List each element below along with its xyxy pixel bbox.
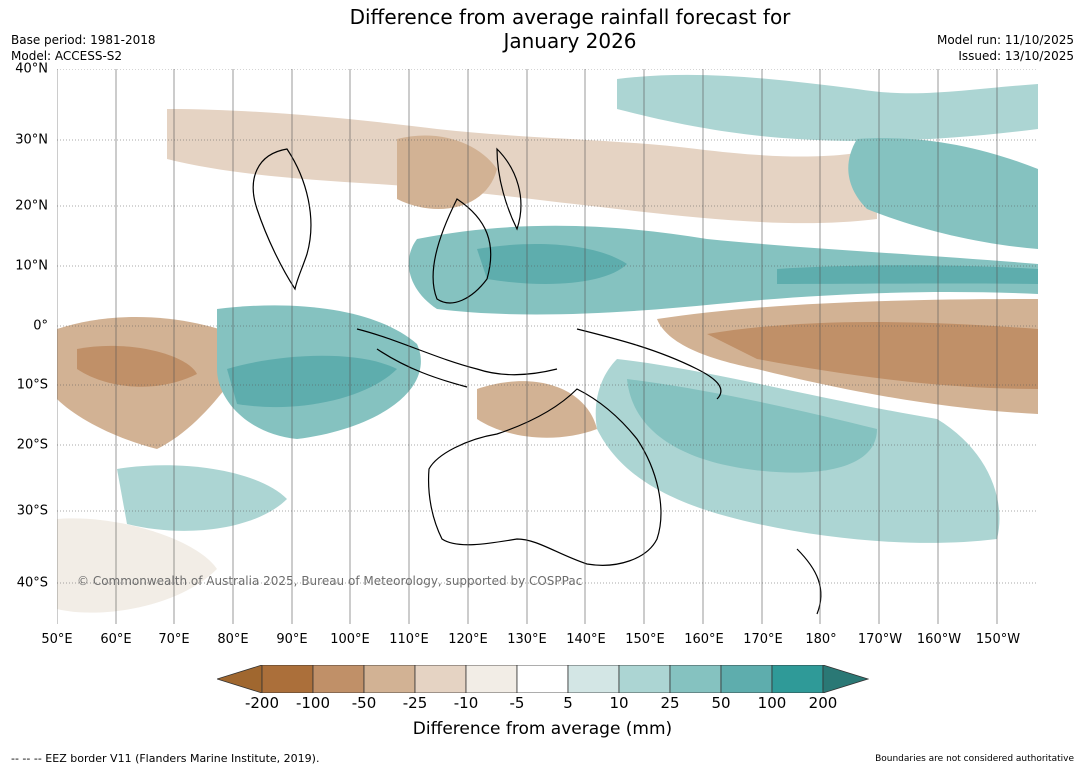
colorbar-tick: 10	[609, 694, 629, 712]
lat-label: 20°S	[16, 437, 48, 453]
base-period-text: Base period: 1981-2018	[11, 33, 156, 47]
anomaly-region	[617, 74, 1038, 141]
lat-label: 30°S	[16, 503, 48, 519]
colorbar-bin	[618, 665, 671, 693]
colorbar-tick: 5	[563, 694, 573, 712]
colorbar-label: Difference from average (mm)	[412, 719, 673, 739]
lon-label: 110°E	[389, 632, 429, 647]
colorbar-bin	[516, 665, 569, 693]
colorbar-tick: 100	[757, 694, 787, 712]
china-coastline	[496, 147, 522, 231]
colorbar-tick: -5	[509, 694, 525, 712]
colorbar-bin	[414, 665, 467, 693]
lon-label: 180°	[805, 632, 837, 647]
colorbar-tick: 50	[711, 694, 731, 712]
meta-right: Model run: 11/10/2025 Issued: 13/10/2025	[937, 32, 1074, 64]
lon-label: 170°W	[857, 632, 903, 647]
colorbar-bins	[261, 665, 824, 693]
lon-label: 70°E	[158, 632, 190, 647]
indochina-coastline	[432, 198, 492, 304]
anomaly-region	[477, 381, 597, 438]
lat-label: 30°N	[15, 132, 48, 148]
anomaly-region	[777, 265, 1038, 284]
graticule-meridians	[57, 69, 998, 624]
anomaly-region	[477, 244, 627, 284]
colorbar-bin	[669, 665, 722, 693]
colorbar-high-extend	[822, 665, 869, 693]
lat-label: 10°N	[15, 258, 48, 274]
anomaly-region	[627, 379, 877, 473]
issued-text: Issued: 13/10/2025	[958, 49, 1074, 63]
copyright-text: © Commonwealth of Australia 2025, Bureau…	[77, 574, 583, 588]
eez-border-note: -- -- -- EEZ border V11 (Flanders Marine…	[11, 752, 320, 765]
new-zealand-coastline	[796, 548, 822, 615]
anomaly-region	[57, 518, 217, 613]
model-run-text: Model run: 11/10/2025	[936, 33, 1074, 47]
anomaly-region	[227, 355, 397, 408]
lon-label: 130°E	[507, 632, 547, 647]
lat-label: 40°N	[15, 61, 48, 77]
colorbar-tick: -100	[295, 694, 331, 712]
anomaly-region	[167, 109, 877, 224]
colorbar-low-extend	[217, 665, 263, 693]
lon-label: 150°W	[975, 632, 1021, 647]
colorbar-tick: -50	[351, 694, 377, 712]
lat-label: 20°N	[15, 198, 48, 214]
lon-label: 170°E	[743, 632, 783, 647]
title-line-2: January 2026	[503, 29, 637, 53]
colorbar-bin	[465, 665, 518, 693]
colorbar	[217, 665, 869, 693]
lon-label: 120°E	[448, 632, 488, 647]
indonesia-coastline	[356, 328, 558, 388]
colorbar-tick: 25	[660, 694, 680, 712]
new-guinea-coastline	[576, 328, 722, 400]
model-text: Model: ACCESS-S2	[11, 49, 123, 63]
colorbar-tick: -10	[453, 694, 479, 712]
title-line-1: Difference from average rainfall forecas…	[349, 5, 791, 29]
australia-coastline	[427, 388, 662, 566]
anomaly-field	[57, 74, 1038, 613]
lon-label: 100°E	[330, 632, 370, 647]
anomaly-region	[707, 322, 1038, 389]
anomaly-region	[848, 138, 1038, 249]
lon-label: 160°E	[684, 632, 724, 647]
boundaries-disclaimer: Boundaries are not considered authoritat…	[875, 754, 1074, 764]
anomaly-region	[397, 135, 497, 209]
lon-label: 140°E	[566, 632, 606, 647]
colorbar-bin	[567, 665, 620, 693]
colorbar-bin	[261, 665, 314, 693]
lat-label: 10°S	[16, 377, 48, 393]
lat-label: 0°	[33, 318, 48, 334]
colorbar-tick: 200	[808, 694, 838, 712]
anomaly-region	[77, 345, 197, 387]
lon-label: 80°E	[217, 632, 249, 647]
lat-label: 40°S	[16, 575, 48, 591]
lon-label: 150°E	[625, 632, 665, 647]
rainfall-anomaly-map: © Commonwealth of Australia 2025, Bureau…	[57, 69, 1038, 624]
colorbar-bin	[312, 665, 365, 693]
lon-label: 50°E	[41, 632, 73, 647]
coastlines	[252, 147, 822, 615]
anomaly-region	[117, 465, 287, 531]
colorbar-bin	[363, 665, 416, 693]
colorbar-tick: -25	[402, 694, 428, 712]
india-coastline	[252, 148, 312, 291]
lon-label: 60°E	[100, 632, 132, 647]
lon-label: 160°W	[916, 632, 962, 647]
lon-label: 90°E	[276, 632, 308, 647]
colorbar-bin	[771, 665, 824, 693]
colorbar-tick: -200	[244, 694, 280, 712]
map-canvas	[57, 69, 1038, 624]
map-title: Difference from average rainfall forecas…	[270, 5, 870, 53]
colorbar-bin	[720, 665, 773, 693]
meta-left: Base period: 1981-2018 Model: ACCESS-S2	[11, 32, 156, 64]
